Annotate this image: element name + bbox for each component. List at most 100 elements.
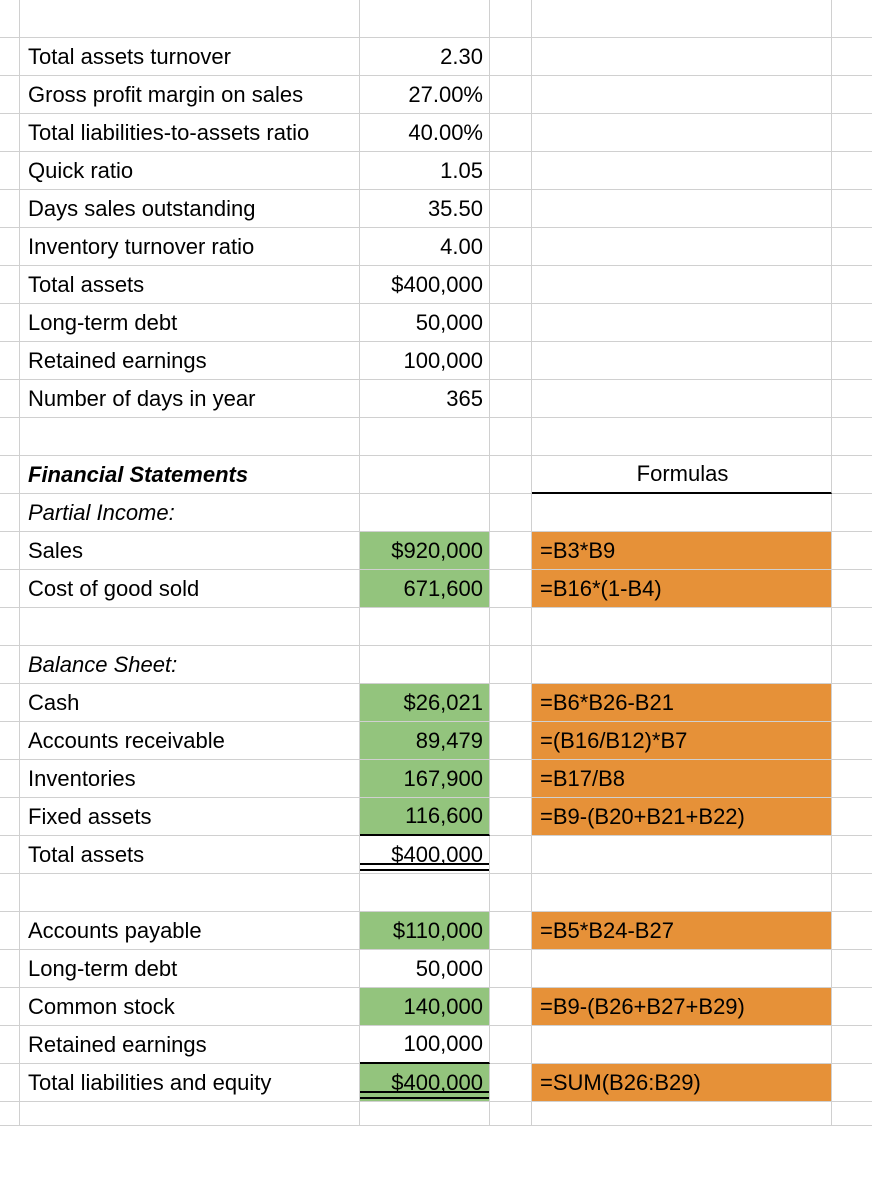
- cell[interactable]: [360, 874, 490, 912]
- cell[interactable]: [360, 456, 490, 494]
- cell[interactable]: [532, 950, 832, 988]
- formula-fixed[interactable]: =B9-(B20+B21+B22): [532, 798, 832, 836]
- cell[interactable]: [490, 494, 532, 532]
- cell[interactable]: [832, 76, 872, 114]
- cell[interactable]: [532, 380, 832, 418]
- cell[interactable]: [20, 874, 360, 912]
- line-value-fixed[interactable]: 116,600: [360, 798, 490, 836]
- line-value-common-stock[interactable]: 140,000: [360, 988, 490, 1026]
- ratio-value[interactable]: 27.00%: [360, 76, 490, 114]
- cell[interactable]: [490, 684, 532, 722]
- line-value-sales[interactable]: $920,000: [360, 532, 490, 570]
- cell[interactable]: [490, 912, 532, 950]
- cell[interactable]: [832, 570, 872, 608]
- formula-total-liab-equity[interactable]: =SUM(B26:B29): [532, 1064, 832, 1102]
- line-label-total-liab-equity[interactable]: Total liabilities and equity: [20, 1064, 360, 1102]
- cell[interactable]: [360, 494, 490, 532]
- line-value-ar[interactable]: 89,479: [360, 722, 490, 760]
- formula-common-stock[interactable]: =B9-(B26+B27+B29): [532, 988, 832, 1026]
- cell[interactable]: [832, 228, 872, 266]
- cell[interactable]: [360, 646, 490, 684]
- cell[interactable]: [490, 722, 532, 760]
- cell[interactable]: [832, 912, 872, 950]
- line-value-inv[interactable]: 167,900: [360, 760, 490, 798]
- cell[interactable]: [490, 836, 532, 874]
- cell[interactable]: [832, 1026, 872, 1064]
- ratio-value[interactable]: 50,000: [360, 304, 490, 342]
- cell[interactable]: [532, 228, 832, 266]
- cell[interactable]: [532, 1026, 832, 1064]
- cell[interactable]: [532, 1102, 832, 1126]
- cell[interactable]: [490, 1064, 532, 1102]
- cell[interactable]: [490, 228, 532, 266]
- line-label-cash[interactable]: Cash: [20, 684, 360, 722]
- cell[interactable]: [832, 0, 872, 38]
- cell[interactable]: [832, 684, 872, 722]
- cell[interactable]: [490, 950, 532, 988]
- ratio-label[interactable]: Total assets: [20, 266, 360, 304]
- section-header-financial-statements[interactable]: Financial Statements: [20, 456, 360, 494]
- line-label-ltd[interactable]: Long-term debt: [20, 950, 360, 988]
- cell[interactable]: [490, 798, 532, 836]
- cell[interactable]: [532, 76, 832, 114]
- ratio-label[interactable]: Quick ratio: [20, 152, 360, 190]
- cell[interactable]: [832, 342, 872, 380]
- cell[interactable]: [490, 0, 532, 38]
- cell[interactable]: [832, 988, 872, 1026]
- cell[interactable]: [490, 418, 532, 456]
- ratio-value[interactable]: 4.00: [360, 228, 490, 266]
- cell[interactable]: [832, 266, 872, 304]
- ratio-value[interactable]: 40.00%: [360, 114, 490, 152]
- line-label-ar[interactable]: Accounts receivable: [20, 722, 360, 760]
- cell[interactable]: [532, 304, 832, 342]
- cell[interactable]: [832, 532, 872, 570]
- cell[interactable]: [490, 76, 532, 114]
- cell[interactable]: [532, 874, 832, 912]
- ratio-label[interactable]: Total assets turnover: [20, 38, 360, 76]
- cell[interactable]: [832, 646, 872, 684]
- cell[interactable]: [490, 342, 532, 380]
- cell[interactable]: [532, 836, 832, 874]
- cell[interactable]: [20, 1102, 360, 1126]
- cell[interactable]: [532, 266, 832, 304]
- cell[interactable]: [490, 646, 532, 684]
- ratio-value[interactable]: $400,000: [360, 266, 490, 304]
- cell[interactable]: [532, 608, 832, 646]
- cell[interactable]: [532, 0, 832, 38]
- line-value-ltd[interactable]: 50,000: [360, 950, 490, 988]
- cell[interactable]: [532, 114, 832, 152]
- line-value-retained-earnings[interactable]: 100,000: [360, 1026, 490, 1064]
- cell[interactable]: [532, 418, 832, 456]
- cell[interactable]: [490, 456, 532, 494]
- line-value-total-assets[interactable]: $400,000: [360, 836, 490, 874]
- cell[interactable]: [832, 722, 872, 760]
- cell[interactable]: [360, 0, 490, 38]
- cell[interactable]: [490, 380, 532, 418]
- line-label-cogs[interactable]: Cost of good sold: [20, 570, 360, 608]
- cell[interactable]: [832, 950, 872, 988]
- cell[interactable]: [490, 1102, 532, 1126]
- ratio-value[interactable]: 35.50: [360, 190, 490, 228]
- cell[interactable]: [832, 760, 872, 798]
- formula-inv[interactable]: =B17/B8: [532, 760, 832, 798]
- cell[interactable]: [832, 152, 872, 190]
- line-label-retained-earnings[interactable]: Retained earnings: [20, 1026, 360, 1064]
- line-value-total-liab-equity[interactable]: $400,000: [360, 1064, 490, 1102]
- cell[interactable]: [360, 1102, 490, 1126]
- cell[interactable]: [832, 608, 872, 646]
- cell[interactable]: [532, 646, 832, 684]
- line-label-sales[interactable]: Sales: [20, 532, 360, 570]
- line-value-cogs[interactable]: 671,600: [360, 570, 490, 608]
- formula-sales[interactable]: =B3*B9: [532, 532, 832, 570]
- column-header-formulas[interactable]: Formulas: [532, 456, 832, 494]
- line-label-common-stock[interactable]: Common stock: [20, 988, 360, 1026]
- cell[interactable]: [490, 570, 532, 608]
- cell[interactable]: [532, 152, 832, 190]
- line-value-cash[interactable]: $26,021: [360, 684, 490, 722]
- cell[interactable]: [490, 38, 532, 76]
- ratio-label[interactable]: Days sales outstanding: [20, 190, 360, 228]
- formula-cogs[interactable]: =B16*(1-B4): [532, 570, 832, 608]
- section-header-balance-sheet[interactable]: Balance Sheet:: [20, 646, 360, 684]
- ratio-label[interactable]: Gross profit margin on sales: [20, 76, 360, 114]
- cell[interactable]: [490, 532, 532, 570]
